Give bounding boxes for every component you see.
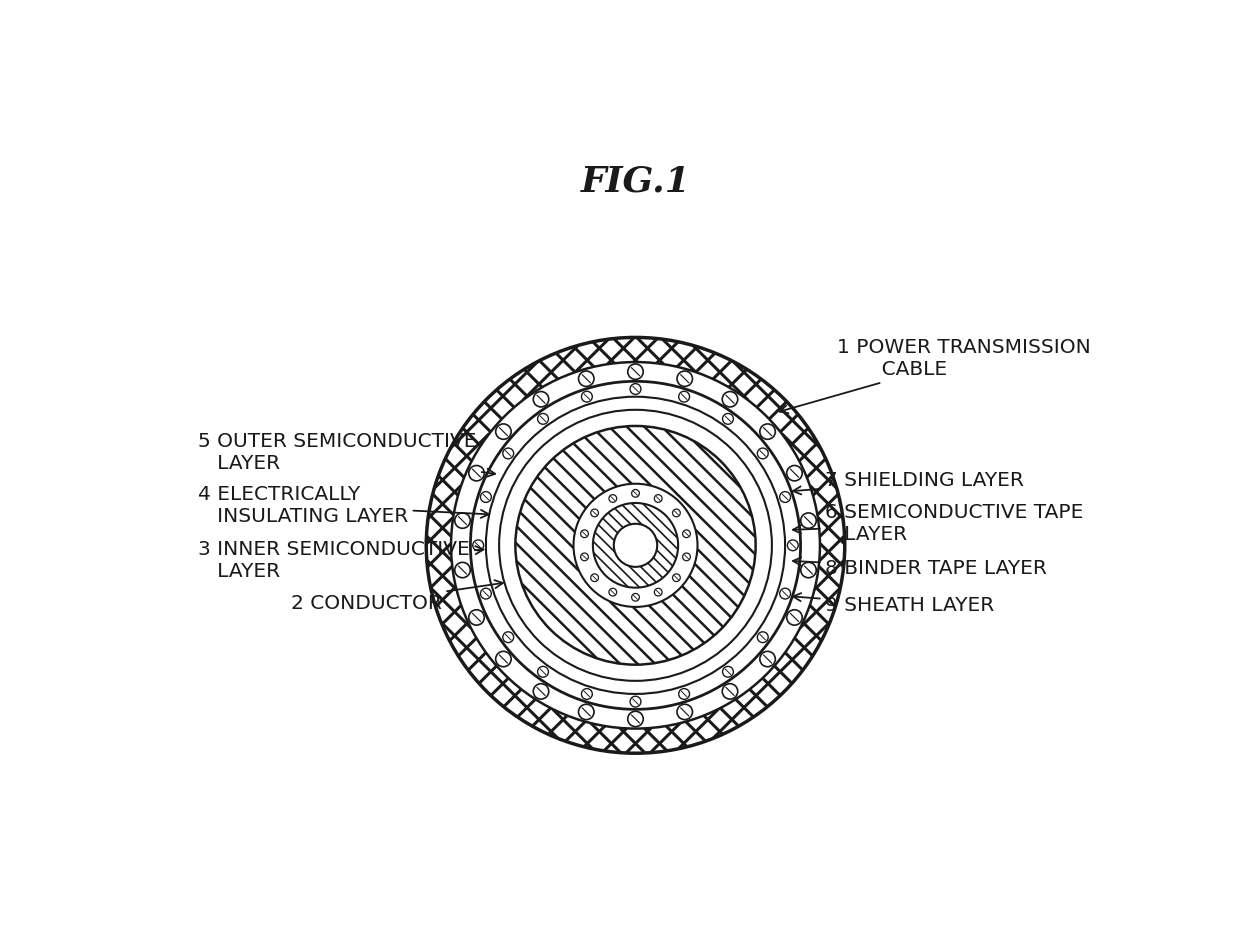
- Circle shape: [538, 667, 548, 677]
- Circle shape: [580, 530, 588, 537]
- Circle shape: [582, 689, 593, 699]
- Circle shape: [722, 392, 738, 407]
- Circle shape: [786, 610, 802, 625]
- Circle shape: [580, 553, 588, 561]
- Circle shape: [496, 651, 511, 667]
- Circle shape: [787, 540, 799, 551]
- Circle shape: [631, 490, 640, 497]
- Circle shape: [451, 362, 820, 728]
- Circle shape: [609, 495, 616, 502]
- Circle shape: [427, 338, 844, 753]
- Circle shape: [630, 696, 641, 707]
- Text: 6 SEMICONDUCTIVE TAPE
   LAYER: 6 SEMICONDUCTIVE TAPE LAYER: [792, 503, 1084, 544]
- Circle shape: [678, 689, 689, 699]
- Circle shape: [573, 484, 697, 607]
- Circle shape: [516, 426, 755, 665]
- Circle shape: [672, 573, 681, 582]
- Circle shape: [579, 371, 594, 386]
- Circle shape: [630, 383, 641, 395]
- Circle shape: [472, 540, 484, 551]
- Circle shape: [631, 593, 640, 601]
- Circle shape: [579, 705, 594, 720]
- Circle shape: [533, 684, 549, 699]
- Text: 1 POWER TRANSMISSION
       CABLE: 1 POWER TRANSMISSION CABLE: [780, 339, 1091, 414]
- Circle shape: [486, 397, 785, 694]
- Circle shape: [496, 424, 511, 439]
- Circle shape: [678, 391, 689, 402]
- Circle shape: [780, 492, 791, 502]
- Text: 8 BINDER TAPE LAYER: 8 BINDER TAPE LAYER: [792, 557, 1048, 578]
- Circle shape: [655, 589, 662, 596]
- Circle shape: [801, 513, 816, 529]
- Circle shape: [498, 410, 771, 681]
- Circle shape: [760, 651, 775, 667]
- Circle shape: [677, 371, 692, 386]
- Circle shape: [609, 589, 616, 596]
- Circle shape: [455, 562, 470, 577]
- Circle shape: [723, 414, 733, 424]
- Circle shape: [590, 509, 599, 516]
- Text: 5 OUTER SEMICONDUCTIVE
   LAYER: 5 OUTER SEMICONDUCTIVE LAYER: [197, 433, 495, 476]
- Circle shape: [786, 465, 802, 481]
- Circle shape: [480, 492, 491, 502]
- Circle shape: [655, 495, 662, 502]
- Text: 4 ELECTRICALLY
   INSULATING LAYER: 4 ELECTRICALLY INSULATING LAYER: [197, 485, 489, 526]
- Text: FIG.1: FIG.1: [580, 165, 691, 199]
- Text: 9 SHEATH LAYER: 9 SHEATH LAYER: [792, 593, 994, 615]
- Text: 3 INNER SEMICONDUCTIVE
   LAYER: 3 INNER SEMICONDUCTIVE LAYER: [197, 540, 484, 581]
- Text: 2 CONDUCTOR: 2 CONDUCTOR: [290, 580, 503, 612]
- Circle shape: [533, 392, 549, 407]
- Circle shape: [627, 711, 644, 727]
- Circle shape: [590, 573, 599, 582]
- Circle shape: [470, 381, 801, 709]
- Circle shape: [614, 524, 657, 567]
- Text: 7 SHIELDING LAYER: 7 SHIELDING LAYER: [792, 471, 1024, 495]
- Circle shape: [469, 465, 485, 481]
- Circle shape: [758, 448, 769, 458]
- Circle shape: [780, 589, 791, 599]
- Circle shape: [672, 509, 681, 516]
- Circle shape: [683, 553, 691, 561]
- Circle shape: [758, 631, 769, 643]
- Circle shape: [593, 503, 678, 588]
- Circle shape: [677, 705, 692, 720]
- Circle shape: [502, 631, 513, 643]
- Circle shape: [502, 448, 513, 458]
- Circle shape: [582, 391, 593, 402]
- Circle shape: [627, 364, 644, 379]
- Circle shape: [683, 530, 691, 537]
- Circle shape: [480, 589, 491, 599]
- Circle shape: [760, 424, 775, 439]
- Circle shape: [469, 610, 485, 625]
- Circle shape: [723, 667, 733, 677]
- Circle shape: [538, 414, 548, 424]
- Circle shape: [722, 684, 738, 699]
- Circle shape: [801, 562, 816, 577]
- Circle shape: [455, 513, 470, 529]
